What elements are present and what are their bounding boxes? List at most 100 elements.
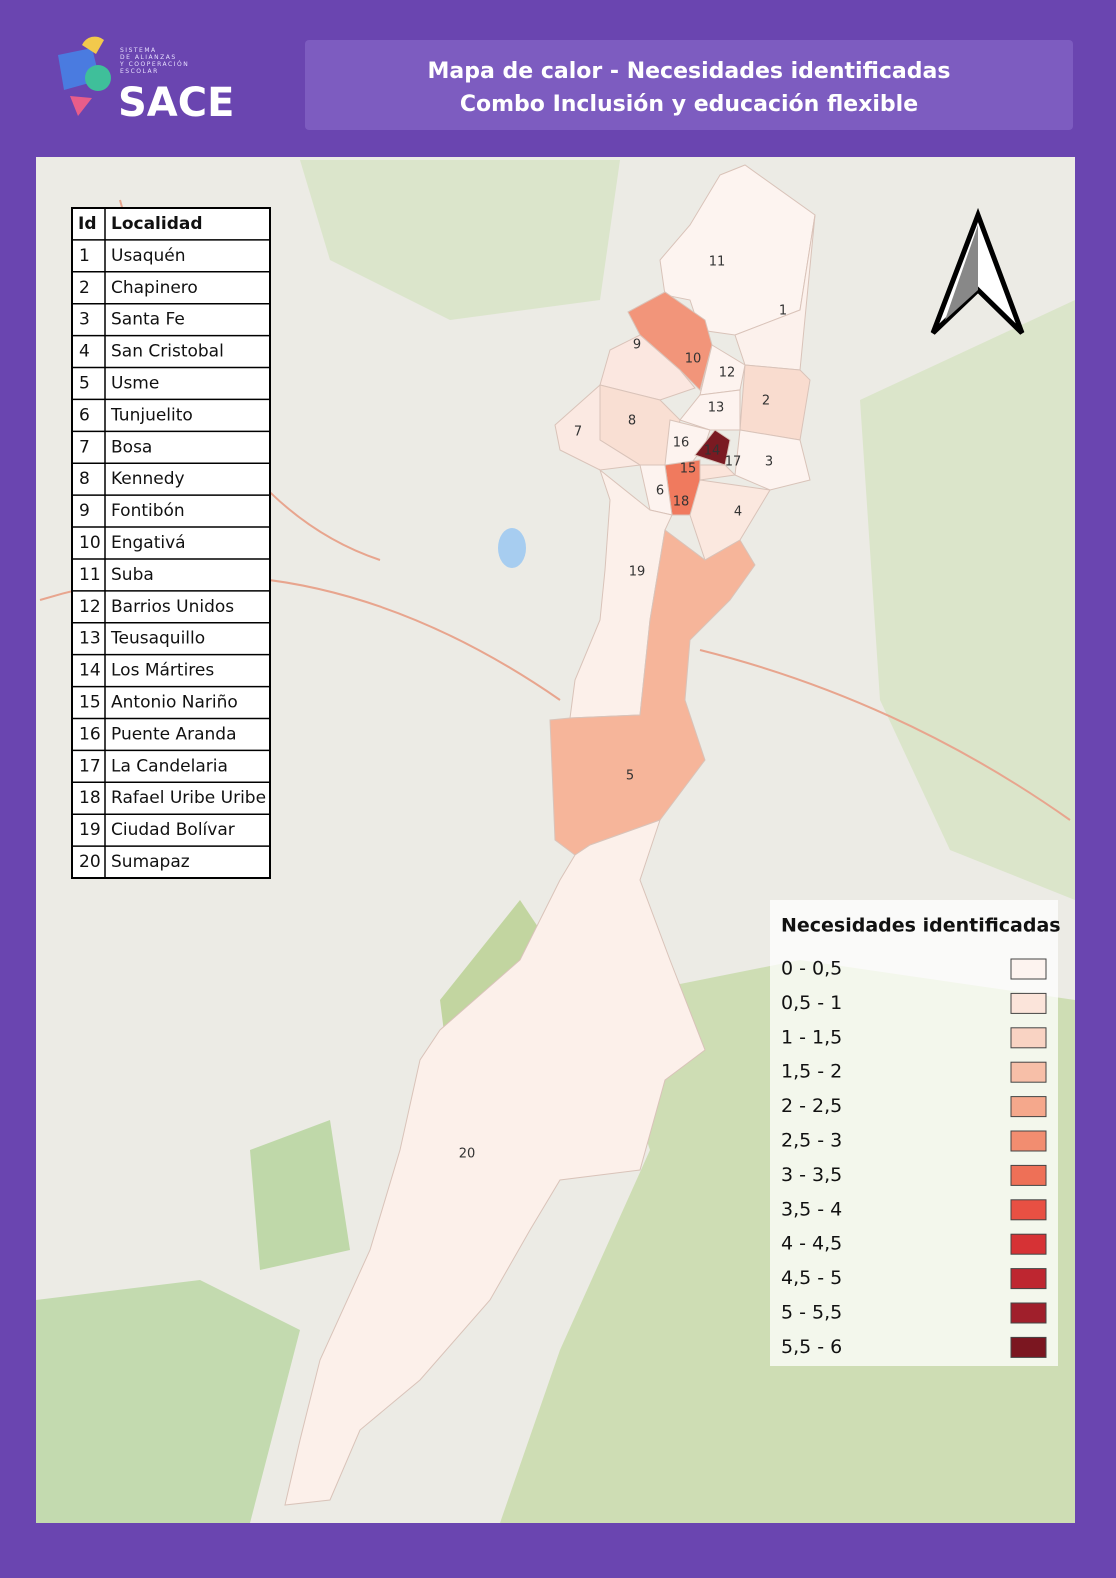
legend-label: 3,5 - 4 bbox=[781, 1198, 842, 1220]
district bbox=[284, 819, 706, 1506]
table-cell: Sumapaz bbox=[111, 852, 190, 872]
legend-label: 1,5 - 2 bbox=[781, 1061, 842, 1083]
table-cell: 12 bbox=[79, 597, 101, 617]
legend-swatch bbox=[1010, 1164, 1047, 1186]
table-cell: Los Mártires bbox=[111, 661, 214, 681]
header-subtitle: Combo Inclusión y educación flexible bbox=[460, 92, 918, 117]
district-label: 12 bbox=[719, 366, 736, 381]
table-cell: Suba bbox=[111, 565, 154, 585]
table-cell: Rafael Uribe Uribe bbox=[111, 788, 266, 808]
legend-label: 2 - 2,5 bbox=[781, 1095, 842, 1117]
district-label: 2 bbox=[762, 394, 770, 409]
table-cell: Antonio Nariño bbox=[111, 693, 238, 713]
locality-table: Id Localidad 1 Usaquén 2 Chapinero 3 Santa Fe 4 S… bbox=[71, 207, 271, 879]
district-label: 13 bbox=[708, 401, 725, 416]
district-label: 19 bbox=[629, 565, 646, 580]
table-cell: 8 bbox=[79, 469, 90, 489]
table-cell: San Cristobal bbox=[111, 342, 224, 362]
district-label: 20 bbox=[459, 1147, 476, 1162]
table-cell: Usme bbox=[111, 373, 159, 393]
table-cell: Puente Aranda bbox=[111, 724, 237, 744]
legend-label: 3 - 3,5 bbox=[781, 1164, 842, 1186]
district bbox=[694, 429, 731, 466]
legend-label: 0 - 0,5 bbox=[781, 958, 842, 980]
district-label: 14 bbox=[704, 444, 721, 459]
legend-swatch bbox=[1010, 1233, 1047, 1255]
districts bbox=[284, 164, 816, 1506]
legend-swatch bbox=[1010, 1061, 1047, 1083]
legend-label: 5 - 5,5 bbox=[781, 1302, 842, 1324]
district-label: 4 bbox=[734, 505, 742, 520]
district-label: 1 bbox=[779, 304, 787, 319]
legend-label: 2,5 - 3 bbox=[781, 1130, 842, 1152]
header-box bbox=[305, 40, 1073, 130]
table-cell: 9 bbox=[79, 501, 90, 521]
logo-small-text: DE ALIANZAS bbox=[120, 54, 177, 61]
table-cell: Kennedy bbox=[111, 469, 185, 489]
logo-name: SACE bbox=[118, 80, 234, 126]
district-label: 15 bbox=[680, 462, 697, 477]
table-header: Localidad bbox=[111, 214, 203, 234]
legend-swatch bbox=[1010, 1336, 1047, 1358]
table-cell: 20 bbox=[79, 852, 101, 872]
district-label: 8 bbox=[628, 414, 636, 429]
district bbox=[734, 429, 811, 491]
table-cell: 16 bbox=[79, 724, 101, 744]
logo-small-text: ESCOLAR bbox=[120, 68, 159, 75]
table-cell: Ciudad Bolívar bbox=[111, 820, 235, 840]
table-cell: 3 bbox=[79, 310, 90, 330]
table-cell: 1 bbox=[79, 246, 90, 266]
table-cell: 10 bbox=[79, 533, 101, 553]
district-label: 5 bbox=[626, 769, 634, 784]
table-cell: 17 bbox=[79, 756, 101, 776]
table-cell: 11 bbox=[79, 565, 101, 585]
legend-swatch bbox=[1010, 1302, 1047, 1324]
district bbox=[679, 389, 741, 431]
table-cell: Santa Fe bbox=[111, 310, 185, 330]
legend-swatch bbox=[1010, 1199, 1047, 1221]
district-label: 7 bbox=[574, 425, 582, 440]
table-cell: 5 bbox=[79, 373, 90, 393]
table-cell: Bosa bbox=[111, 437, 152, 457]
legend-swatch bbox=[1010, 1027, 1047, 1049]
legend-swatch bbox=[1010, 1096, 1047, 1118]
legend-swatch bbox=[1010, 958, 1047, 980]
table-cell: 7 bbox=[79, 437, 90, 457]
district-label: 11 bbox=[709, 255, 726, 270]
table-cell: 4 bbox=[79, 342, 90, 362]
table-cell: 6 bbox=[79, 405, 90, 425]
table-cell: 14 bbox=[79, 661, 101, 681]
logo-small-text: Y COOPERACIÓN bbox=[119, 61, 189, 68]
table-header: Id bbox=[78, 214, 97, 234]
district-label: 17 bbox=[725, 455, 742, 470]
header-title: Mapa de calor - Necesidades identificada… bbox=[428, 59, 951, 84]
district-label: 3 bbox=[765, 455, 773, 470]
district-label: 10 bbox=[685, 352, 702, 367]
legend-label: 0,5 - 1 bbox=[781, 992, 842, 1014]
district-label: 9 bbox=[633, 338, 641, 353]
table-cell: 13 bbox=[79, 629, 101, 649]
legend-swatch bbox=[1010, 1130, 1047, 1152]
north-arrow bbox=[930, 207, 1025, 335]
legend-label: 4 - 4,5 bbox=[781, 1233, 842, 1255]
table-cell: Usaquén bbox=[111, 246, 186, 266]
legend-swatch bbox=[1010, 992, 1047, 1014]
legend-label: 4,5 - 5 bbox=[781, 1267, 842, 1289]
table-cell: Teusaquillo bbox=[110, 629, 205, 649]
legend: Necesidades identificadas 0 - 0,5 0,5 - 1… bbox=[770, 900, 1061, 1366]
table-cell: 2 bbox=[79, 278, 90, 298]
legend-swatch bbox=[1010, 1268, 1047, 1290]
table-cell: Tunjuelito bbox=[110, 405, 193, 425]
legend-label: 5,5 - 6 bbox=[781, 1336, 842, 1358]
table-cell: 15 bbox=[79, 693, 101, 713]
logo-small-text: SISTEMA bbox=[120, 47, 157, 54]
district-label: 18 bbox=[673, 495, 690, 510]
table-cell: 19 bbox=[79, 820, 101, 840]
district-label: 16 bbox=[673, 436, 690, 451]
table-cell: La Candelaria bbox=[111, 756, 228, 776]
district bbox=[739, 364, 811, 441]
legend-title: Necesidades identificadas bbox=[781, 915, 1061, 937]
table-cell: Fontibón bbox=[111, 501, 185, 521]
